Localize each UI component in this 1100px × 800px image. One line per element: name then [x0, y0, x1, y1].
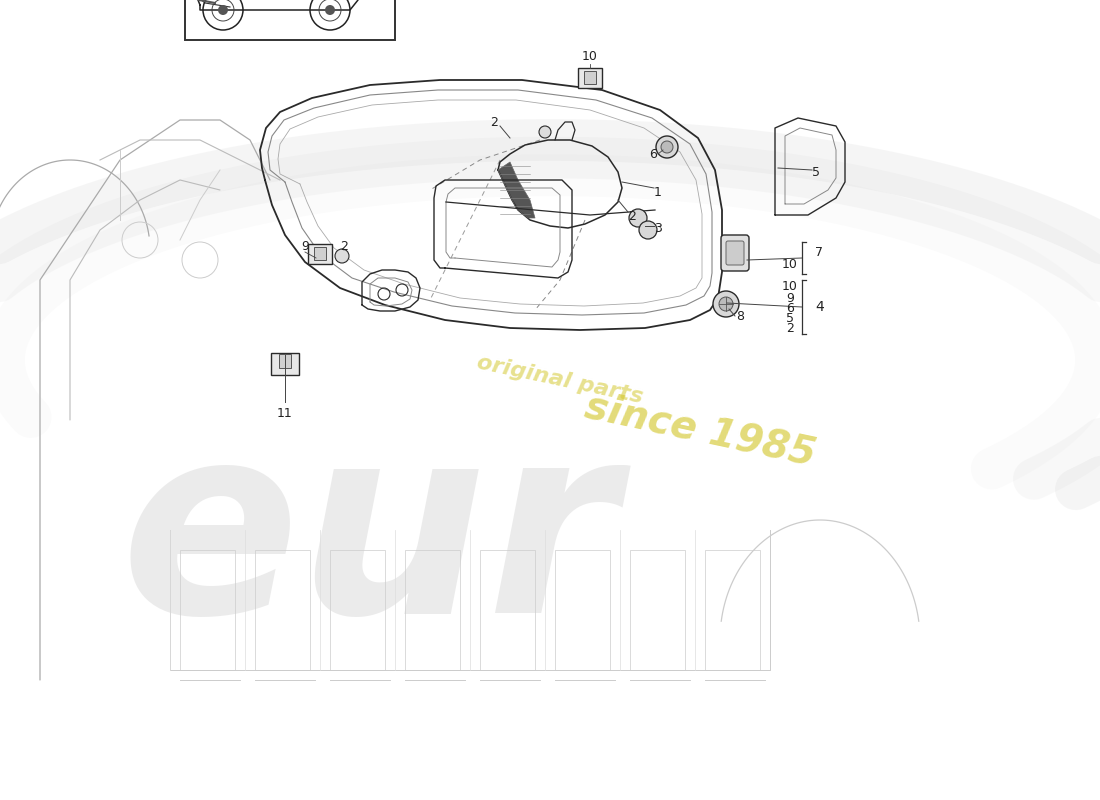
Text: 2: 2: [491, 115, 498, 129]
Circle shape: [713, 291, 739, 317]
Bar: [630, 550, 685, 670]
FancyBboxPatch shape: [308, 244, 332, 264]
Text: 8: 8: [736, 310, 744, 323]
Polygon shape: [498, 162, 535, 218]
Text: 4: 4: [815, 300, 824, 314]
Bar: [405, 550, 460, 670]
FancyBboxPatch shape: [720, 235, 749, 271]
Text: 11: 11: [277, 407, 293, 420]
Text: 6: 6: [786, 302, 794, 314]
FancyBboxPatch shape: [726, 241, 744, 265]
Text: 2: 2: [340, 241, 348, 254]
FancyBboxPatch shape: [279, 354, 292, 368]
Text: 6: 6: [649, 149, 657, 162]
Circle shape: [539, 126, 551, 138]
Circle shape: [719, 297, 733, 311]
Text: 10: 10: [782, 281, 797, 294]
Text: 3: 3: [654, 222, 662, 234]
FancyBboxPatch shape: [314, 247, 326, 260]
Bar: [705, 550, 760, 670]
Bar: [556, 550, 610, 670]
Text: since 1985: since 1985: [581, 387, 818, 473]
Text: 5: 5: [812, 166, 820, 178]
Circle shape: [336, 249, 349, 263]
FancyBboxPatch shape: [578, 68, 602, 88]
Circle shape: [656, 136, 678, 158]
Bar: [180, 550, 235, 670]
Circle shape: [218, 5, 228, 15]
FancyBboxPatch shape: [271, 353, 299, 375]
Bar: [480, 550, 535, 670]
Circle shape: [629, 209, 647, 227]
Text: 7: 7: [815, 246, 823, 259]
Text: 10: 10: [582, 50, 598, 63]
Bar: [330, 550, 385, 670]
Text: 1: 1: [654, 186, 662, 198]
FancyBboxPatch shape: [584, 71, 596, 84]
Text: 2: 2: [786, 322, 794, 334]
Bar: [255, 550, 310, 670]
Circle shape: [324, 5, 336, 15]
Text: 9: 9: [786, 291, 794, 305]
Text: 2: 2: [628, 210, 636, 222]
Circle shape: [639, 221, 657, 239]
Text: eur: eur: [120, 412, 617, 668]
Circle shape: [661, 141, 673, 153]
Text: 10: 10: [782, 258, 797, 270]
Bar: [185, 0, 395, 40]
Text: original parts: original parts: [475, 353, 645, 407]
Text: 5: 5: [786, 311, 794, 325]
Text: 9: 9: [301, 241, 309, 254]
